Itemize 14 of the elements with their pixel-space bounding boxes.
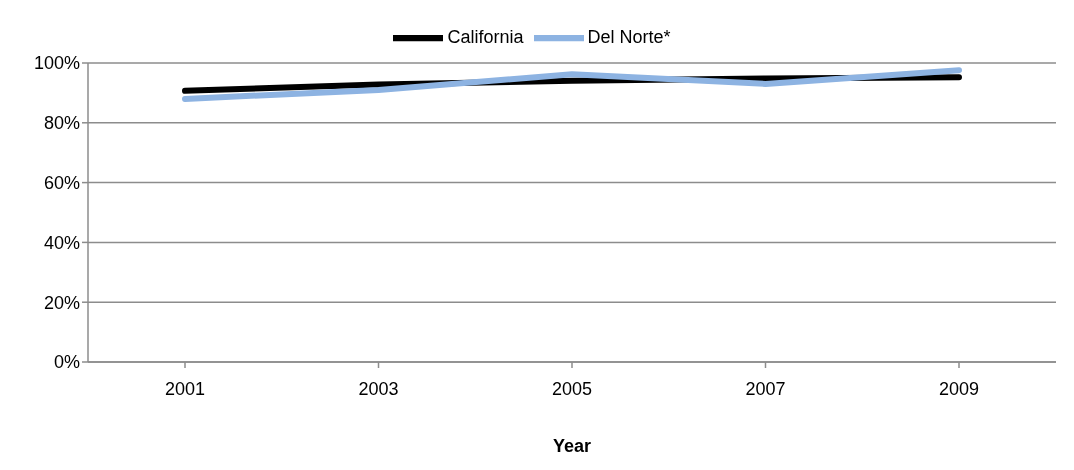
- y-tick-label: 60%: [43, 172, 80, 193]
- x-tick-label: 2005: [551, 378, 593, 399]
- y-tick-label: 0%: [53, 352, 80, 373]
- x-tick-label: 2007: [745, 378, 786, 399]
- legend-label: California: [447, 26, 524, 47]
- y-tick-label: 80%: [43, 113, 80, 134]
- legend-label: Del Norte*: [587, 26, 671, 47]
- x-tick-label: 2003: [358, 378, 399, 399]
- x-tick-label: 2009: [938, 378, 980, 399]
- x-axis-title: Year: [552, 436, 592, 456]
- y-tick-label: 40%: [43, 232, 80, 253]
- y-tick-label: 100%: [33, 53, 80, 74]
- x-tick-label: 2001: [164, 378, 206, 399]
- y-tick-label: 20%: [43, 292, 80, 313]
